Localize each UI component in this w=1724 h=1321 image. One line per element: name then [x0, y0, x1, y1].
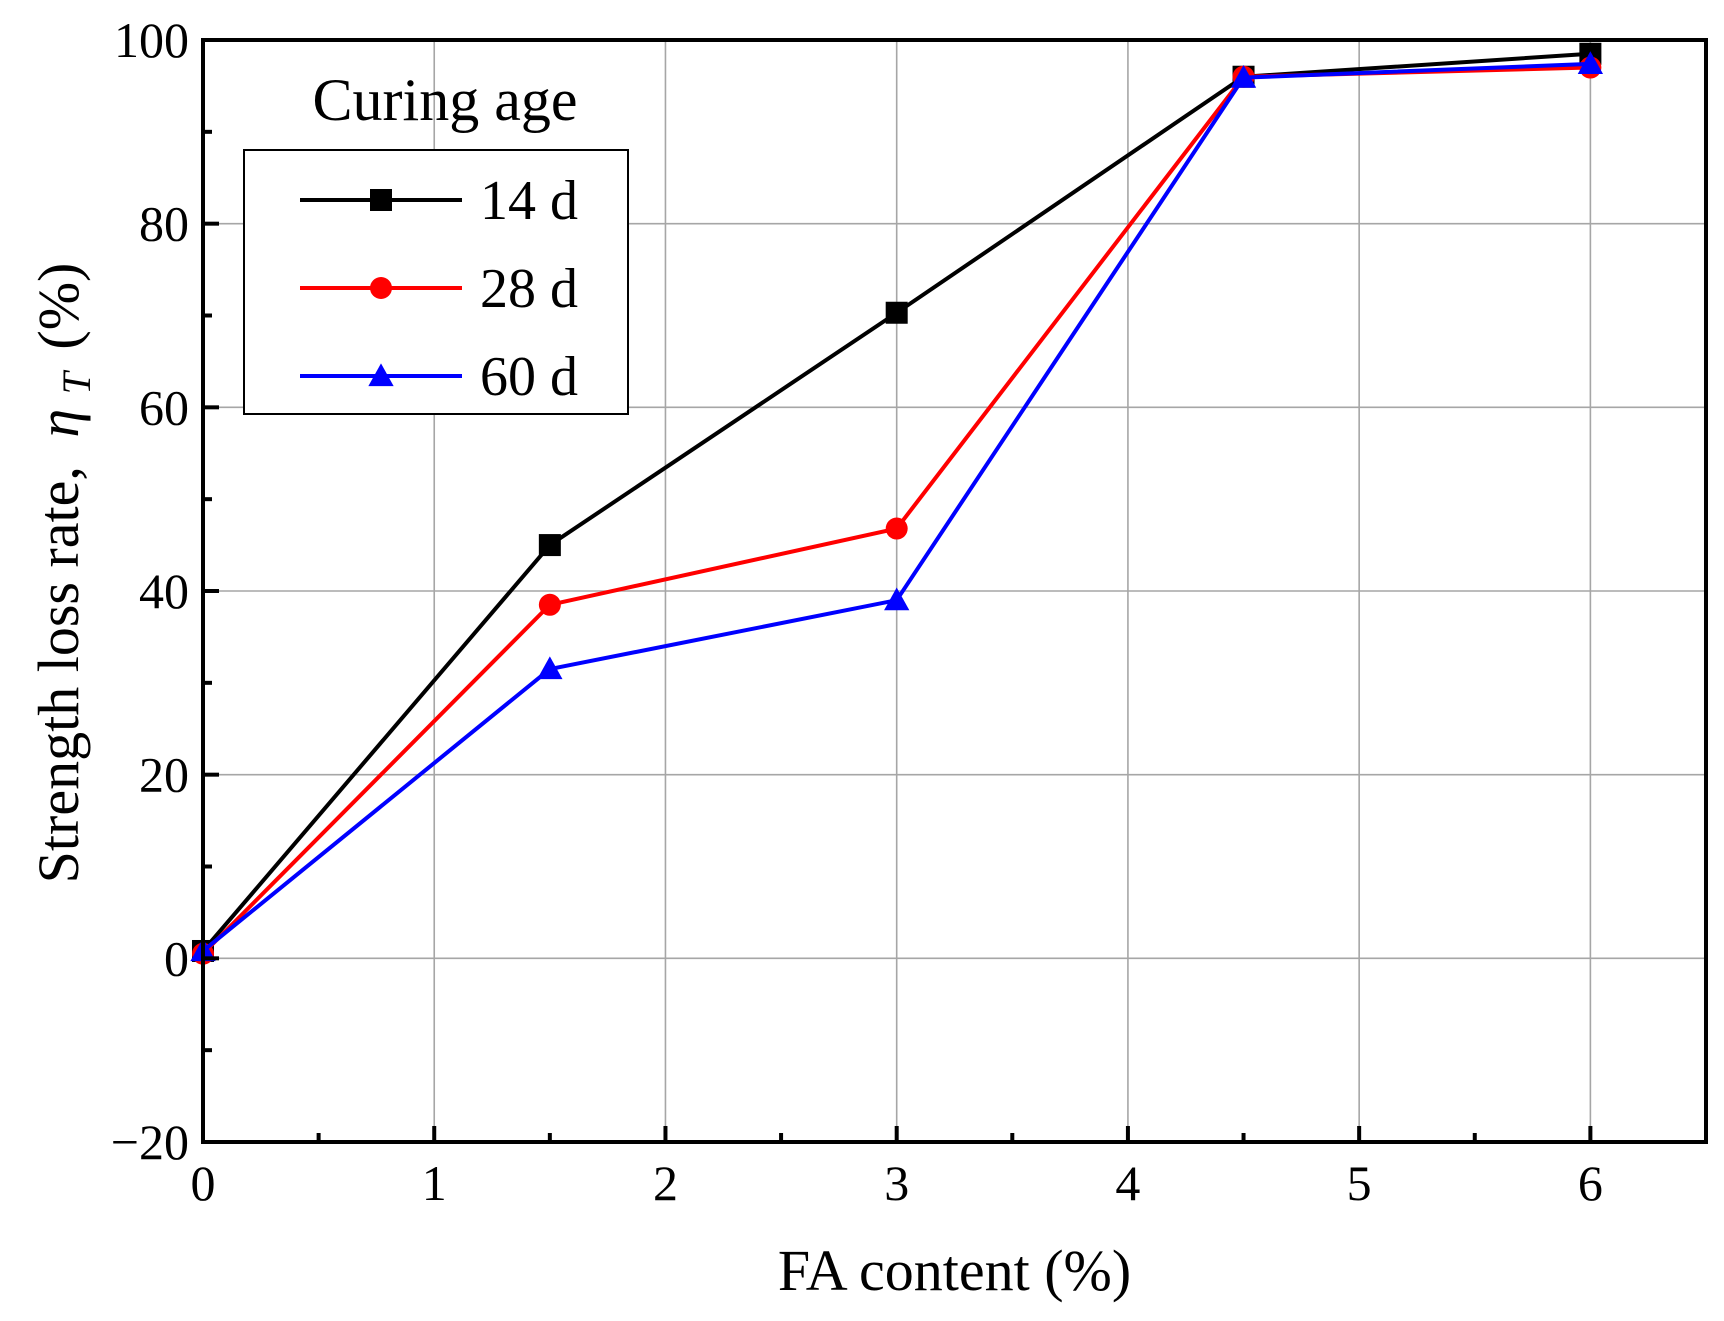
- circle-marker: [538, 593, 561, 616]
- triangle-marker: [537, 656, 563, 680]
- y-axis-title-subscript: T: [54, 369, 99, 394]
- series-60d: [190, 51, 1604, 962]
- legend-label: 28 d: [480, 258, 578, 320]
- axis-ticks: [201, 38, 1708, 1144]
- circle-marker: [885, 517, 908, 540]
- circle-marker: [370, 277, 392, 299]
- x-tick-label: 2: [653, 1155, 678, 1211]
- y-tick-label: 60: [139, 379, 189, 435]
- x-tick-label: 6: [1578, 1155, 1603, 1211]
- legend: 14 d 28 d 60 d: [243, 149, 629, 415]
- legend-item: 14 d: [300, 170, 578, 232]
- x-tick-label: 5: [1347, 1155, 1372, 1211]
- y-axis-title-suffix: (%): [26, 263, 91, 350]
- y-tick-label: 80: [139, 196, 189, 252]
- legend-box: [243, 149, 629, 415]
- triangle-marker: [1230, 65, 1257, 88]
- square-marker: [370, 189, 392, 211]
- y-axis-title-symbol: η: [26, 409, 91, 438]
- y-tick-label: 0: [164, 930, 189, 986]
- y-tick-label: 40: [139, 563, 189, 619]
- legend-label: 14 d: [480, 170, 578, 232]
- x-tick-label: 4: [1115, 1155, 1140, 1211]
- square-marker: [538, 534, 561, 557]
- legend-label: 60 d: [480, 346, 578, 408]
- legend-title: Curing age: [313, 67, 578, 133]
- x-tick-label: 3: [884, 1155, 909, 1211]
- legend-item: 28 d: [300, 258, 578, 320]
- y-axis-title: Strength loss rate, η T (%): [26, 263, 103, 884]
- y-tick-label: 100: [114, 12, 189, 68]
- y-tick-label: −20: [111, 1114, 189, 1170]
- legend-item: 60 d: [300, 346, 578, 408]
- x-tick-label: 1: [422, 1155, 447, 1211]
- x-tick-label: 0: [191, 1155, 216, 1211]
- triangle-marker: [1577, 51, 1604, 74]
- y-axis-title-prefix: Strength loss rate,: [26, 466, 91, 883]
- y-tick-label: 20: [139, 747, 189, 803]
- square-marker: [885, 301, 908, 324]
- triangle-marker: [368, 363, 394, 387]
- triangle-marker: [884, 587, 910, 611]
- x-axis-title: FA content (%): [778, 1238, 1131, 1303]
